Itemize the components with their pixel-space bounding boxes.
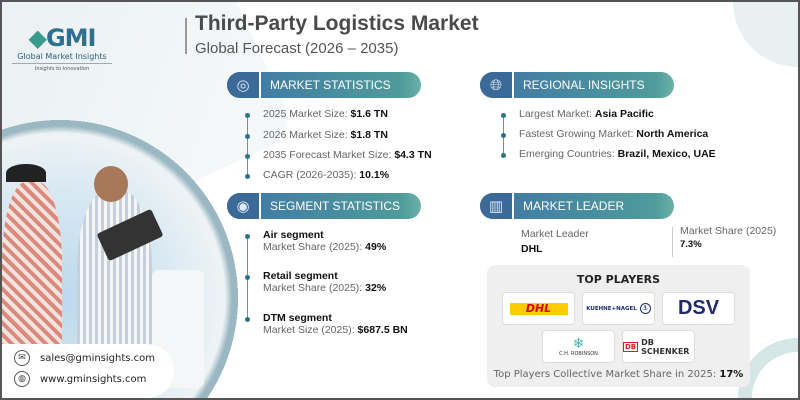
title-divider xyxy=(185,18,187,54)
segment-statistics-list: Air segment Market Share (2025): 49% Reta… xyxy=(245,229,408,336)
list-item: Fastest Growing Market: North America xyxy=(501,128,716,148)
db-schenker-logo: DB DB SCHENKER xyxy=(622,330,695,363)
target-chart-icon: ◉ xyxy=(227,193,261,219)
regional-insights-header: 🌐︎ REGIONAL INSIGHTS xyxy=(480,72,674,98)
market-statistics-list: 2025 Market Size: $1.6 TN 2026 Market Si… xyxy=(245,108,432,189)
list-item: Emerging Countries: Brazil, Mexico, UAE xyxy=(501,148,716,168)
contact-box: ✉ sales@gminsights.com ◍ www.gminsights.co… xyxy=(2,344,174,398)
market-leader-header: ▥ MARKET LEADER xyxy=(480,193,674,219)
head xyxy=(94,166,128,202)
list-item: 2035 Forecast Market Size: $4.3 TN xyxy=(245,149,432,169)
market-statistics-header: ◎ MARKET STATISTICS xyxy=(227,72,421,98)
website-link[interactable]: ◍ www.gminsights.com xyxy=(14,371,146,387)
list-item: 2026 Market Size: $1.8 TN xyxy=(245,129,432,149)
page-title: Third-Party Logistics Market xyxy=(195,12,479,35)
ch-robinson-logo: ❄ C.H. ROBINSON xyxy=(542,330,615,363)
background-circle xyxy=(728,2,798,72)
list-item: DTM segment Market Size (2025): $687.5 BN xyxy=(245,312,408,336)
globe-icon: ◍ xyxy=(14,371,30,387)
list-item: Largest Market: Asia Pacific xyxy=(501,108,716,128)
leader-label: Market Leader xyxy=(521,228,589,240)
bar-chart-icon: ▥ xyxy=(480,193,514,219)
page-subtitle: Global Forecast (2026 – 2035) xyxy=(195,40,399,57)
list-item: 2025 Market Size: $1.6 TN xyxy=(245,108,432,129)
dhl-logo: DHL xyxy=(502,292,575,325)
segment-statistics-header: ◉ SEGMENT STATISTICS xyxy=(227,193,421,219)
leader-value: DHL xyxy=(521,243,543,255)
list-item: Retail segment Market Share (2025): 32% xyxy=(245,270,408,312)
share-label: Market Share (2025) xyxy=(680,225,777,237)
dsv-logo: DSV xyxy=(662,292,735,325)
email-link[interactable]: ✉ sales@gminsights.com xyxy=(14,350,155,366)
list-item: CAGR (2026-2035): 10.1% xyxy=(245,169,432,189)
regional-insights-list: Largest Market: Asia Pacific Fastest Gro… xyxy=(501,108,716,168)
globe-chart-icon: ◎ xyxy=(227,72,261,98)
share-value: 7.3% xyxy=(680,239,702,250)
list-item: Air segment Market Share (2025): 49% xyxy=(245,229,408,270)
cap xyxy=(6,164,46,182)
globe-icon: 🌐︎ xyxy=(480,72,514,98)
top-players-share: Top Players Collective Market Share in 2… xyxy=(493,369,744,380)
top-players-panel: TOP PLAYERS DHL KUEHNE+NAGEL ⚓︎ DSV ❄ C.H… xyxy=(487,265,750,387)
email-icon: ✉ xyxy=(14,350,30,366)
kuehne-nagel-logo: KUEHNE+NAGEL ⚓︎ xyxy=(582,292,655,325)
gmi-logo: ◆GMI Global Market Insights Insights to … xyxy=(12,24,112,72)
leader-divider xyxy=(672,227,673,257)
